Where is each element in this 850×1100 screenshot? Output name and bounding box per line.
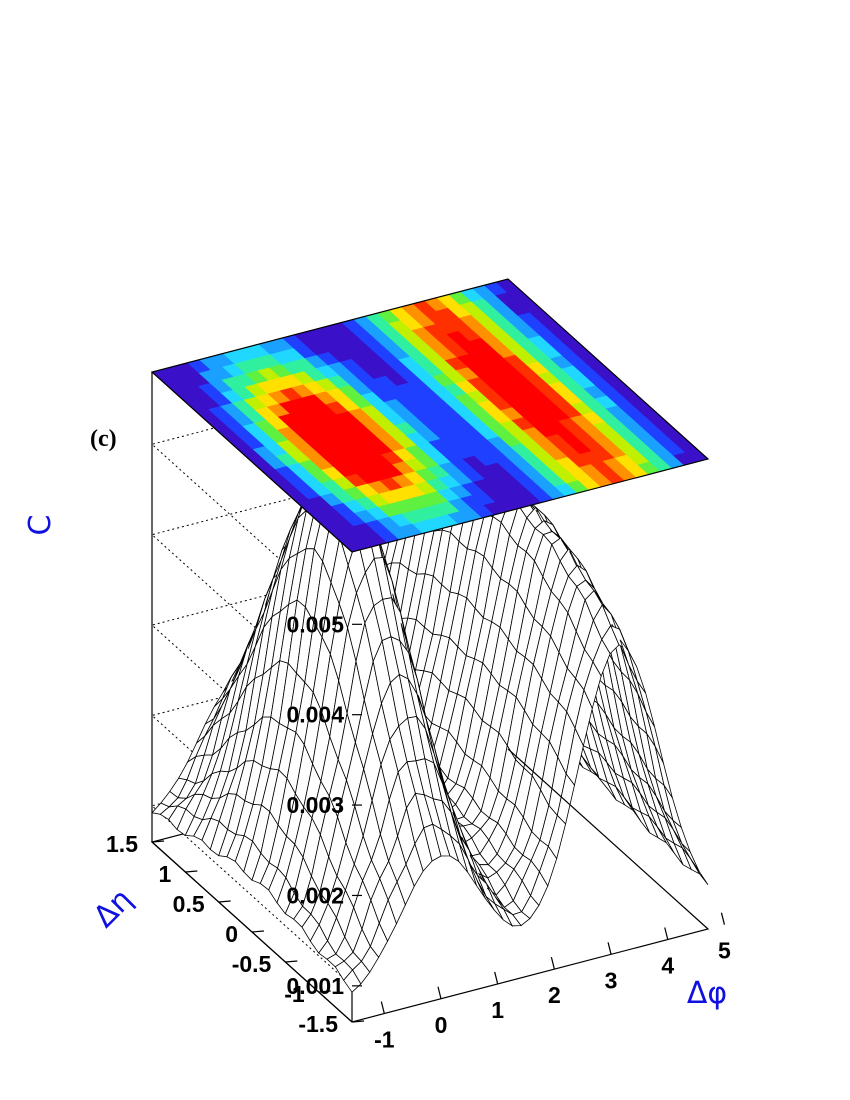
y-tick-label: 1.5 [106,831,138,857]
x-axis-label: Δφ [687,976,727,1011]
surface-cell [690,858,709,885]
top-color-map [150,278,710,553]
surface-mesh [151,457,709,993]
y-tick-label: -1 [284,981,305,1007]
y-tick-mark [218,900,231,903]
x-tick-label: 5 [718,938,731,964]
x-tick-mark [720,912,726,925]
y-axis-label: Δη [87,882,140,935]
x-tick-mark [494,971,499,985]
x-tick-label: 2 [548,982,561,1008]
axis-ticks: 0.0010.0020.0030.0040.005-1012345-1.5-1-… [106,611,731,1052]
y-tick-label: 1 [159,861,172,887]
z-tick-label: 0.005 [286,611,344,637]
y-tick-label: -1.5 [298,1011,338,1037]
x-tick-mark [437,986,442,999]
y-tick-label: 0 [225,921,238,947]
x-tick-mark [607,942,612,955]
x-tick-label: 4 [661,953,674,979]
y-tick-mark [185,870,198,873]
x-tick-mark [664,927,669,940]
y-tick-mark [151,840,165,843]
x-tick-mark [380,1001,385,1014]
x-tick-label: -1 [374,1027,395,1053]
y-tick-label: -0.5 [232,951,272,977]
y-tick-mark [251,930,265,933]
z-tick-label: 0.003 [286,792,344,818]
z-tick-label: 0.004 [286,702,344,728]
panel-label: (c) [90,426,117,452]
x-tick-mark [550,956,555,970]
y-tick-mark [318,990,331,993]
y-tick-mark [285,960,298,963]
x-tick-label: 0 [435,1012,448,1038]
x-tick-label: 1 [491,997,504,1023]
z-tick-label: 0.002 [286,882,344,908]
z-tick-label: 0.001 [286,973,344,999]
y-tick-mark [351,1020,365,1023]
y-tick-label: 0.5 [173,891,205,917]
z-axis-label: C [23,515,58,536]
x-tick-label: 3 [605,967,618,993]
top-plane-border [150,278,710,553]
